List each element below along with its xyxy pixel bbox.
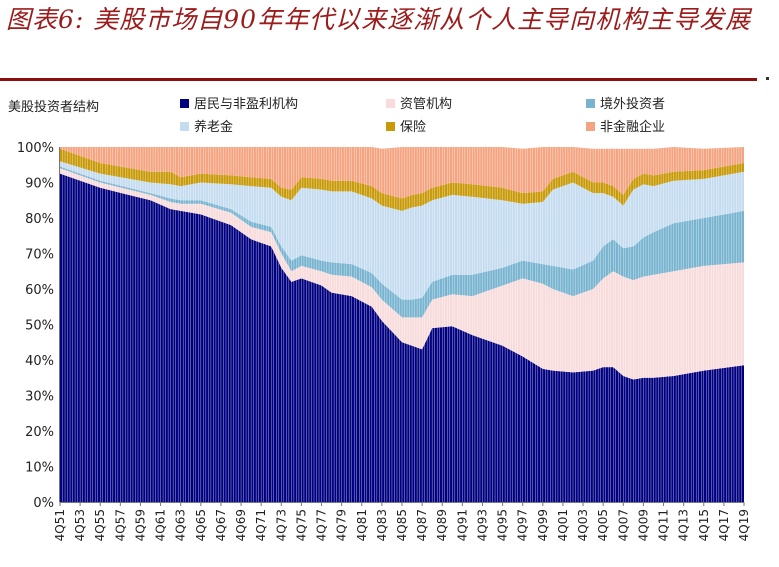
y-tick-label: 10% xyxy=(25,461,54,476)
x-tick-label: 4Q77 xyxy=(315,509,329,541)
y-tick-label: 0% xyxy=(33,496,54,511)
y-tick-label: 90% xyxy=(25,177,54,192)
y-tick-label: 70% xyxy=(25,248,54,263)
x-tick-label: 4Q71 xyxy=(254,509,268,541)
legend-item-households: 居民与非盈利机构 xyxy=(180,96,298,114)
legend-label: 资管机构 xyxy=(400,97,453,112)
legend-item-insurance: 保险 xyxy=(386,119,426,137)
rule-dot xyxy=(766,77,769,80)
chart-subtitle: 美股投资者结构 xyxy=(8,100,100,115)
legend-label: 保险 xyxy=(400,120,427,135)
x-tick-label: 4Q83 xyxy=(375,509,389,541)
legend-swatch xyxy=(180,122,189,131)
x-tick-label: 4Q69 xyxy=(234,509,248,541)
x-tick-label: 4Q81 xyxy=(355,509,369,541)
x-tick-label: 4Q03 xyxy=(576,509,590,541)
legend-swatch xyxy=(180,99,189,108)
x-tick-label: 4Q91 xyxy=(455,509,469,541)
y-tick-label: 60% xyxy=(25,283,54,298)
y-tick-label: 30% xyxy=(25,390,54,405)
legend-swatch xyxy=(386,99,395,108)
x-tick-label: 4Q19 xyxy=(737,509,751,541)
x-tick-label: 4Q53 xyxy=(73,509,87,541)
x-tick-label: 4Q75 xyxy=(294,509,308,541)
legend: 居民与非盈利机构 资管机构 境外投资者 养老金 保险 非金融企业 xyxy=(180,96,770,140)
x-tick-label: 4Q07 xyxy=(616,509,630,541)
legend-item-foreign: 境外投资者 xyxy=(586,96,665,114)
legend-label: 养老金 xyxy=(194,120,234,135)
x-tick-label: 4Q89 xyxy=(435,509,449,541)
x-tick-label: 4Q73 xyxy=(274,509,288,541)
x-tick-label: 4Q93 xyxy=(476,509,490,541)
x-tick-label: 4Q11 xyxy=(657,509,671,541)
y-tick-label: 40% xyxy=(25,354,54,369)
x-tick-label: 4Q57 xyxy=(113,509,127,541)
x-tick-label: 4Q63 xyxy=(174,509,188,541)
x-tick-label: 4Q99 xyxy=(536,509,550,541)
area-series-4 xyxy=(60,148,744,211)
y-tick-label: 50% xyxy=(25,319,54,334)
axes: 0% 10% 20% 30% 40% 50% 60% 70% 80% 90% 100% 4Q51 4Q5… xyxy=(17,141,751,541)
legend-item-nonfinancial: 非金融企业 xyxy=(586,119,665,137)
legend-item-asset-managers: 资管机构 xyxy=(386,96,452,114)
x-tick-label: 4Q67 xyxy=(214,509,228,541)
legend-swatch xyxy=(586,99,595,108)
x-tick-label: 4Q61 xyxy=(154,509,168,541)
title-rule xyxy=(0,78,757,81)
x-tick-label: 4Q51 xyxy=(53,509,67,541)
y-tick-label: 80% xyxy=(25,212,54,227)
x-tick-label: 4Q97 xyxy=(516,509,530,541)
legend-label: 境外投资者 xyxy=(600,97,666,112)
bar-stripes xyxy=(62,147,742,502)
legend-label: 非金融企业 xyxy=(600,120,666,135)
y-tick-label: 20% xyxy=(25,425,54,440)
x-tick-label: 4Q87 xyxy=(415,509,429,541)
x-tick-label: 4Q55 xyxy=(93,509,107,541)
x-tick-label: 4Q17 xyxy=(717,509,731,541)
x-tick-label: 4Q15 xyxy=(697,509,711,541)
legend-swatch xyxy=(586,122,595,131)
chart-title: 图表6: 美股市场自90年年代以来逐渐从个人主导向机构主导发展 xyxy=(6,5,752,34)
x-tick-label: 4Q95 xyxy=(496,509,510,541)
x-tick-label: 4Q85 xyxy=(395,509,409,541)
x-tick-label: 4Q65 xyxy=(194,509,208,541)
x-tick-label: 4Q05 xyxy=(596,509,610,541)
x-tick-label: 4Q01 xyxy=(556,509,570,541)
x-tick-label: 4Q13 xyxy=(677,509,691,541)
x-tick-label: 4Q79 xyxy=(335,509,349,541)
legend-item-pension: 养老金 xyxy=(180,119,233,137)
y-tick-label: 100% xyxy=(17,141,54,156)
x-tick-label: 4Q09 xyxy=(636,509,650,541)
legend-label: 居民与非盈利机构 xyxy=(194,97,299,112)
legend-swatch xyxy=(386,122,395,131)
x-tick-label: 4Q59 xyxy=(134,509,148,541)
